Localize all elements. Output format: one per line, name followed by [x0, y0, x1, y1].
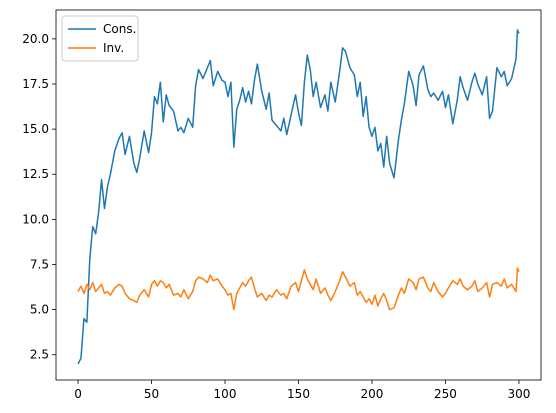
x-tick-label: 250 [434, 387, 457, 401]
legend-frame [61, 15, 139, 62]
legend-label-cons: Cons. [103, 22, 136, 36]
x-tick-label: 100 [214, 387, 237, 401]
legend-label-inv: Inv. [103, 41, 124, 55]
x-tick-label: 0 [74, 387, 82, 401]
y-tick-label: 12.5 [22, 167, 49, 181]
x-axis: 0 50 100 150 200 250 300 [74, 380, 530, 401]
x-tick-label: 50 [144, 387, 159, 401]
y-tick-label: 10.0 [22, 212, 49, 226]
x-tick-label: 200 [361, 387, 384, 401]
series-layer [77, 29, 520, 365]
plot-background [56, 10, 541, 380]
y-tick-label: 20.0 [22, 32, 49, 46]
y-axis: 2.5 5.0 7.5 10.0 12.5 15.0 17.5 20.0 [22, 32, 56, 362]
y-tick-label: 15.0 [22, 122, 49, 136]
y-tick-label: 5.0 [30, 303, 49, 317]
plot-area [55, 9, 542, 381]
legend: Cons. Inv. [61, 15, 139, 62]
series-line-inv [77, 267, 520, 311]
y-tick-label: 7.5 [30, 257, 49, 271]
x-tick-label: 300 [508, 387, 531, 401]
x-tick-label: 150 [287, 387, 310, 401]
series-line-cons [77, 29, 520, 365]
y-tick-label: 17.5 [22, 77, 49, 91]
y-tick-label: 2.5 [30, 348, 49, 362]
